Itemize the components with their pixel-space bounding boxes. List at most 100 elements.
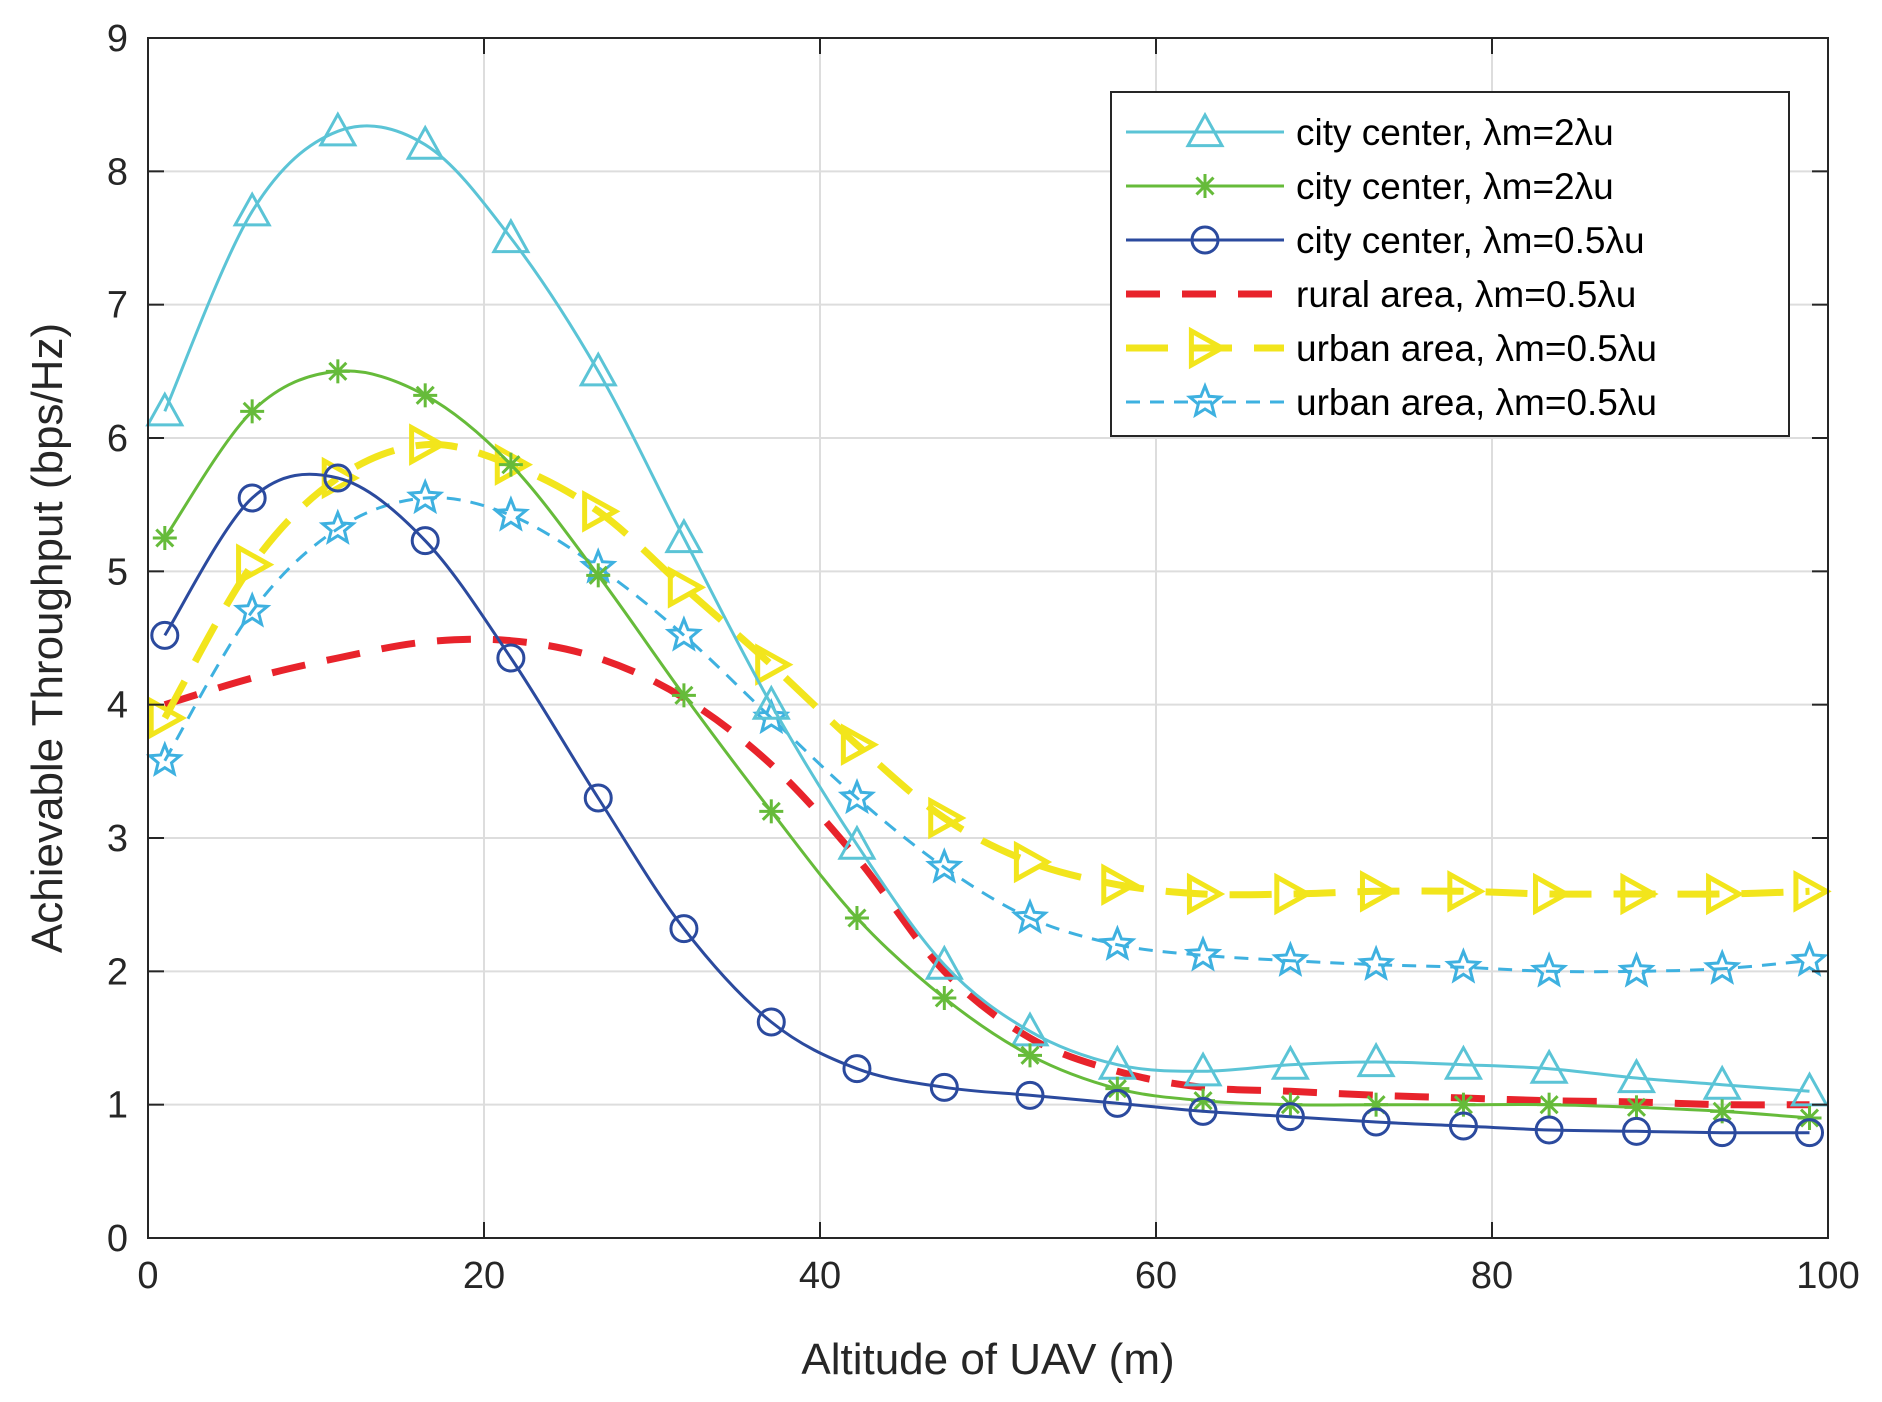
data-point: [496, 643, 526, 673]
data-point: [1443, 1044, 1483, 1080]
data-point: [752, 697, 791, 735]
data-point: [1018, 1043, 1042, 1068]
series-layer: [145, 111, 1832, 1148]
data-point: [240, 399, 265, 424]
series-6: [145, 477, 1829, 988]
data-point: [232, 191, 272, 227]
series-line: [163, 124, 1810, 1093]
data-point: [1621, 1116, 1651, 1146]
series-3: [150, 463, 1825, 1148]
plot-frame: [147, 37, 1829, 1239]
data-point: [1101, 863, 1140, 906]
data-point: [932, 986, 957, 1010]
x-tick-label: 0: [137, 1255, 158, 1297]
data-point: [844, 906, 869, 930]
data-point: [1530, 951, 1569, 988]
data-point: [667, 566, 707, 609]
legend-entry: city center, λm=2λu: [1126, 166, 1614, 207]
data-point: [1793, 870, 1832, 913]
data-point: [498, 452, 523, 477]
data-point: [1188, 1096, 1218, 1126]
data-point: [236, 543, 275, 586]
data-point: [1270, 1044, 1310, 1080]
y-tick-label: 0: [107, 1218, 128, 1260]
data-point: [409, 423, 448, 466]
data-point: [1010, 897, 1050, 935]
data-point: [1359, 870, 1399, 913]
series-2: [152, 359, 1822, 1130]
ticks: [147, 37, 1829, 1239]
data-point: [840, 723, 880, 766]
legend-entry: urban area, λm=0.5λu: [1126, 381, 1657, 423]
data-point: [318, 508, 357, 545]
data-point: [145, 740, 184, 777]
data-point: [837, 777, 877, 815]
y-tick-label: 1: [107, 1085, 128, 1127]
data-point: [1185, 381, 1225, 419]
data-point: [669, 914, 699, 944]
legend-label: urban area, λm=0.5λu: [1296, 382, 1657, 423]
x-tick-label: 20: [463, 1255, 505, 1297]
series-line: [161, 440, 1810, 899]
data-point: [1361, 1107, 1391, 1137]
data-point: [148, 696, 187, 740]
data-point: [837, 824, 877, 860]
y-tick-label: 3: [107, 818, 128, 860]
data-point: [1015, 1080, 1045, 1110]
legend: city center, λm=2λu city center, λm=2λu ci…: [1110, 91, 1790, 437]
data-point: [152, 526, 177, 550]
y-tick-label: 4: [107, 685, 128, 727]
data-point: [1186, 872, 1226, 916]
data-point: [925, 847, 964, 884]
legend-entry: urban area, λm=0.5λu: [1126, 326, 1657, 370]
data-point: [1533, 872, 1572, 916]
x-tick-label: 80: [1471, 1255, 1513, 1297]
data-point: [1357, 944, 1396, 981]
data-point: [586, 563, 611, 588]
y-axis-label: Achievable Throughput (bps/Hz): [23, 323, 72, 953]
data-point: [491, 495, 530, 532]
data-point: [1797, 1106, 1822, 1130]
legend-entry: rural area, λm=0.5λu: [1126, 274, 1636, 315]
data-point: [1183, 935, 1223, 972]
data-point: [1617, 951, 1656, 988]
x-axis-label: Altitude of UAV (m): [801, 1335, 1174, 1384]
data-point: [494, 443, 534, 486]
data-point: [323, 463, 353, 493]
data-point: [1188, 326, 1228, 370]
y-tick-label: 9: [107, 18, 128, 60]
data-point: [1537, 1092, 1562, 1117]
data-point: [1448, 1111, 1478, 1141]
data-point: [1275, 1102, 1305, 1132]
data-point: [1185, 111, 1225, 148]
data-point: [1013, 840, 1053, 884]
data-point: [671, 683, 696, 708]
tick-labels: 0 20 40 60 80 100 0 1 2 3 4 5 6 7 8 9: [107, 18, 1860, 1297]
data-point: [150, 620, 180, 650]
data-point: [756, 1007, 786, 1037]
data-point: [1356, 1041, 1396, 1078]
data-point: [233, 591, 272, 628]
data-point: [237, 483, 267, 513]
x-tick-label: 60: [1135, 1255, 1177, 1297]
legend-box: [1110, 91, 1790, 437]
y-tick-label: 7: [107, 285, 128, 327]
x-tick-label: 100: [1796, 1255, 1859, 1297]
data-point: [1706, 872, 1745, 916]
data-point: [583, 783, 613, 813]
y-tick-label: 8: [107, 151, 128, 193]
series-line: [163, 635, 1810, 1109]
y-tick-label: 2: [107, 951, 128, 993]
data-point: [1702, 1064, 1742, 1100]
data-point: [1444, 947, 1483, 984]
data-point: [842, 1054, 872, 1084]
legend-entry: city center, λm=2λu: [1126, 111, 1614, 153]
data-point: [664, 615, 703, 652]
data-point: [928, 796, 967, 840]
grid: [148, 38, 1828, 1238]
y-tick-label: 6: [107, 418, 128, 460]
data-point: [1105, 1076, 1130, 1101]
y-tick-label: 5: [107, 551, 128, 593]
data-point: [924, 944, 964, 980]
legend-entry: city center, λm=0.5λu: [1126, 220, 1645, 261]
